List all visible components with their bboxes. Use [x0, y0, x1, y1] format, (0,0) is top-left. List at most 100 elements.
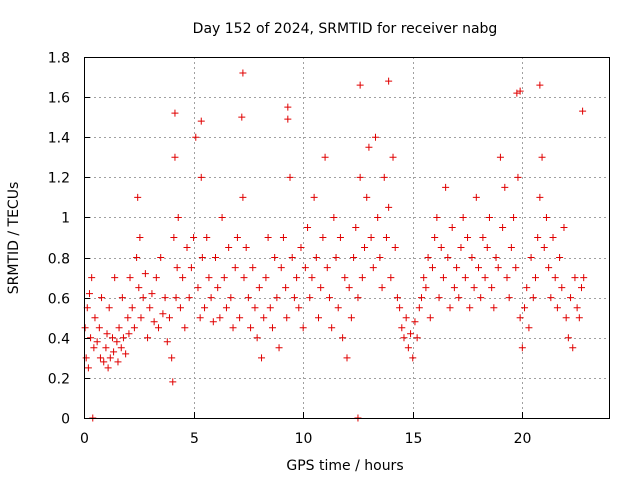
data-point — [141, 270, 149, 278]
data-point — [564, 334, 572, 342]
y-tick-label: 1 — [61, 211, 70, 227]
data-point — [545, 264, 553, 272]
data-point — [279, 234, 287, 241]
data-point — [169, 378, 177, 386]
data-point — [542, 213, 550, 221]
data-point — [227, 294, 235, 302]
data-point — [275, 344, 283, 352]
data-point — [407, 330, 415, 338]
data-point — [385, 77, 393, 85]
data-point — [505, 294, 513, 302]
data-point — [431, 234, 439, 241]
data-point — [244, 294, 252, 302]
data-point — [231, 264, 239, 272]
data-point — [301, 264, 309, 272]
data-point — [212, 254, 219, 262]
x-tick-label: 0 — [80, 431, 89, 447]
data-point — [124, 314, 132, 322]
data-point — [144, 334, 152, 342]
x-tick-label: 5 — [190, 431, 199, 447]
data-point — [216, 314, 224, 322]
data-point — [239, 69, 247, 77]
data-point — [306, 294, 314, 302]
y-tick-label: 0 — [61, 412, 70, 428]
data-point — [290, 294, 298, 302]
data-point — [361, 244, 369, 252]
data-point — [536, 193, 544, 201]
data-point — [332, 254, 340, 262]
data-point — [567, 294, 575, 302]
data-point — [209, 318, 217, 326]
plot-frame — [84, 57, 610, 419]
data-point — [448, 223, 456, 231]
data-point — [579, 107, 587, 115]
data-point — [288, 254, 296, 262]
data-point — [518, 344, 526, 352]
data-point — [171, 109, 179, 117]
data-point — [172, 294, 180, 302]
data-point — [102, 344, 110, 352]
data-point — [253, 334, 261, 342]
data-points — [81, 69, 588, 422]
data-point — [282, 284, 290, 292]
data-point — [258, 354, 266, 362]
data-point — [464, 234, 472, 241]
data-point — [553, 304, 561, 312]
x-axis-label: GPS time / hours — [286, 458, 403, 474]
data-point — [457, 244, 465, 252]
data-point — [82, 354, 90, 362]
data-point — [330, 213, 338, 221]
data-point — [249, 264, 257, 272]
data-point — [415, 304, 423, 312]
data-point — [371, 133, 379, 141]
data-point — [422, 284, 430, 292]
data-point — [475, 264, 482, 272]
data-point — [103, 330, 111, 338]
data-point — [387, 274, 395, 282]
data-point — [85, 290, 93, 298]
data-point — [159, 310, 167, 318]
data-point — [260, 314, 268, 322]
data-point — [113, 338, 121, 346]
data-point — [218, 213, 226, 221]
data-point — [411, 318, 419, 326]
data-point — [277, 264, 285, 272]
data-point — [389, 153, 397, 161]
data-point — [523, 284, 531, 292]
data-point — [266, 304, 274, 312]
data-point — [404, 344, 412, 352]
data-point — [168, 354, 176, 362]
data-point — [356, 81, 364, 89]
data-point — [391, 244, 399, 252]
data-point — [321, 153, 329, 161]
data-point — [179, 274, 187, 282]
data-point — [119, 334, 127, 342]
data-point — [133, 254, 141, 262]
data-point — [152, 274, 160, 282]
data-point — [233, 234, 241, 241]
data-point — [183, 244, 191, 252]
data-point — [312, 254, 320, 262]
data-point — [538, 153, 546, 161]
data-point — [81, 324, 89, 332]
y-tick-label: 1.8 — [48, 51, 70, 67]
data-point — [110, 348, 118, 356]
data-point — [201, 304, 209, 312]
data-point — [365, 143, 373, 151]
data-point — [181, 324, 189, 332]
chart-title: Day 152 of 2024, SRMTID for receiver nab… — [193, 21, 498, 37]
data-point — [472, 193, 480, 201]
data-point — [197, 173, 205, 181]
data-point — [496, 153, 504, 161]
data-point — [106, 354, 114, 362]
data-point — [100, 358, 108, 366]
data-point — [150, 318, 158, 326]
data-point — [125, 330, 133, 338]
data-point — [136, 234, 144, 241]
data-point — [461, 274, 469, 282]
data-point — [580, 274, 588, 282]
data-point — [479, 234, 487, 241]
data-point — [262, 274, 270, 282]
data-point — [240, 274, 248, 282]
